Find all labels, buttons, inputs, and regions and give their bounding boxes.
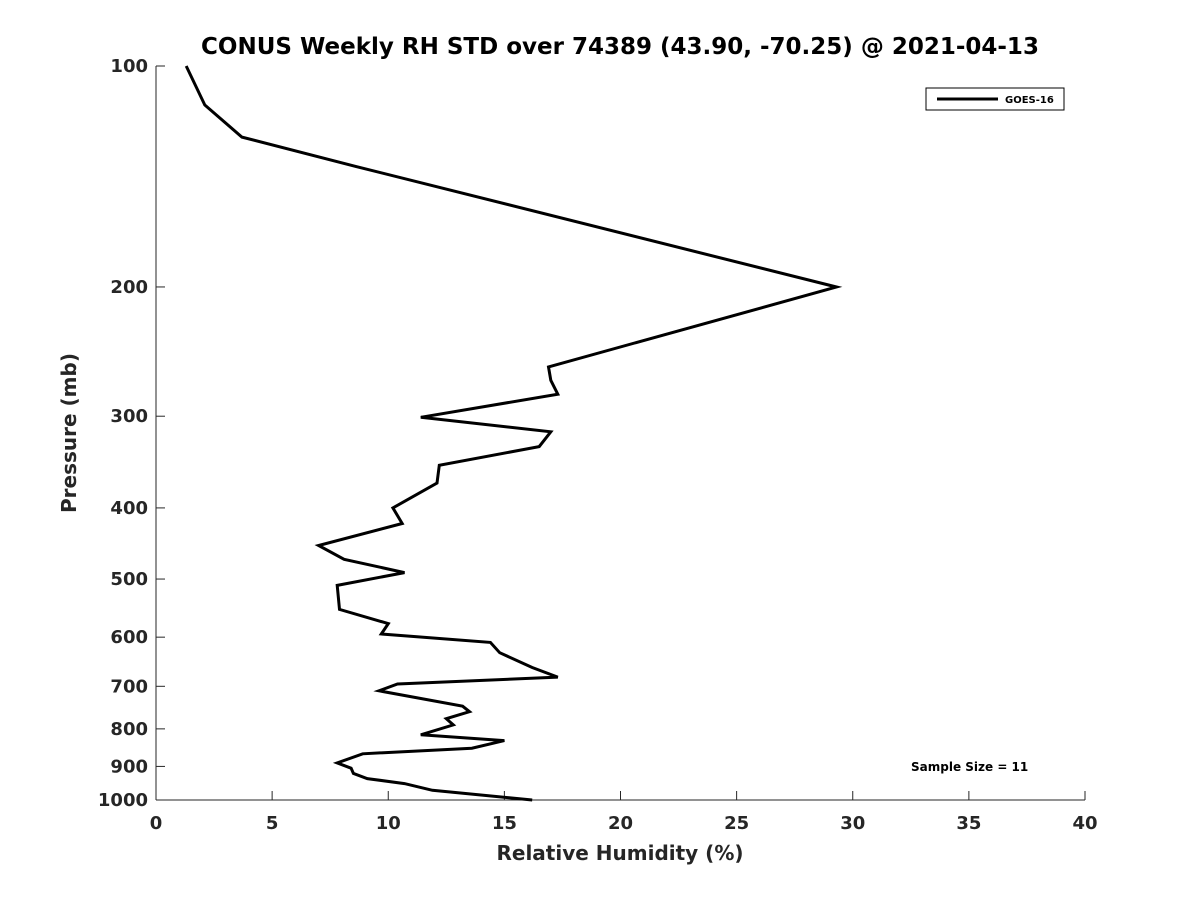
x-tick-label: 15 bbox=[492, 813, 517, 834]
axes-frame bbox=[155, 66, 1085, 801]
y-axis-label: Pressure (mb) bbox=[57, 353, 81, 513]
x-axis-ticks: 0 5 10 15 20 25 30 35 40 bbox=[150, 791, 1098, 834]
series-line-goes-16 bbox=[184, 65, 843, 802]
y-tick-label: 1000 bbox=[98, 790, 148, 811]
x-tick-label: 10 bbox=[376, 813, 401, 834]
y-tick-label: 700 bbox=[110, 676, 148, 697]
y-tick-label: 800 bbox=[110, 719, 148, 740]
y-tick-label: 300 bbox=[110, 406, 148, 427]
y-tick-label: 200 bbox=[110, 277, 148, 298]
chart-title: CONUS Weekly RH STD over 74389 (43.90, -… bbox=[201, 34, 1039, 60]
y-tick-label: 900 bbox=[110, 756, 148, 777]
series-layer bbox=[184, 65, 843, 802]
y-tick-label: 100 bbox=[110, 56, 148, 77]
x-tick-label: 30 bbox=[840, 813, 865, 834]
legend-label-goes-16: GOES-16 bbox=[1005, 95, 1054, 106]
x-tick-label: 20 bbox=[608, 813, 633, 834]
y-axis-ticks: 100 200 300 400 500 600 700 800 900 1000 bbox=[98, 56, 165, 811]
legend: GOES-16 bbox=[925, 87, 1065, 111]
sample-size-annotation: Sample Size = 11 bbox=[911, 760, 1028, 774]
y-tick-label: 400 bbox=[110, 498, 148, 519]
x-tick-label: 0 bbox=[150, 813, 163, 834]
x-tick-label: 5 bbox=[266, 813, 279, 834]
x-tick-label: 40 bbox=[1072, 813, 1097, 834]
x-tick-label: 25 bbox=[724, 813, 749, 834]
x-tick-label: 35 bbox=[956, 813, 981, 834]
y-tick-label: 600 bbox=[110, 627, 148, 648]
y-tick-label: 500 bbox=[110, 569, 148, 590]
x-axis-label: Relative Humidity (%) bbox=[496, 841, 743, 865]
